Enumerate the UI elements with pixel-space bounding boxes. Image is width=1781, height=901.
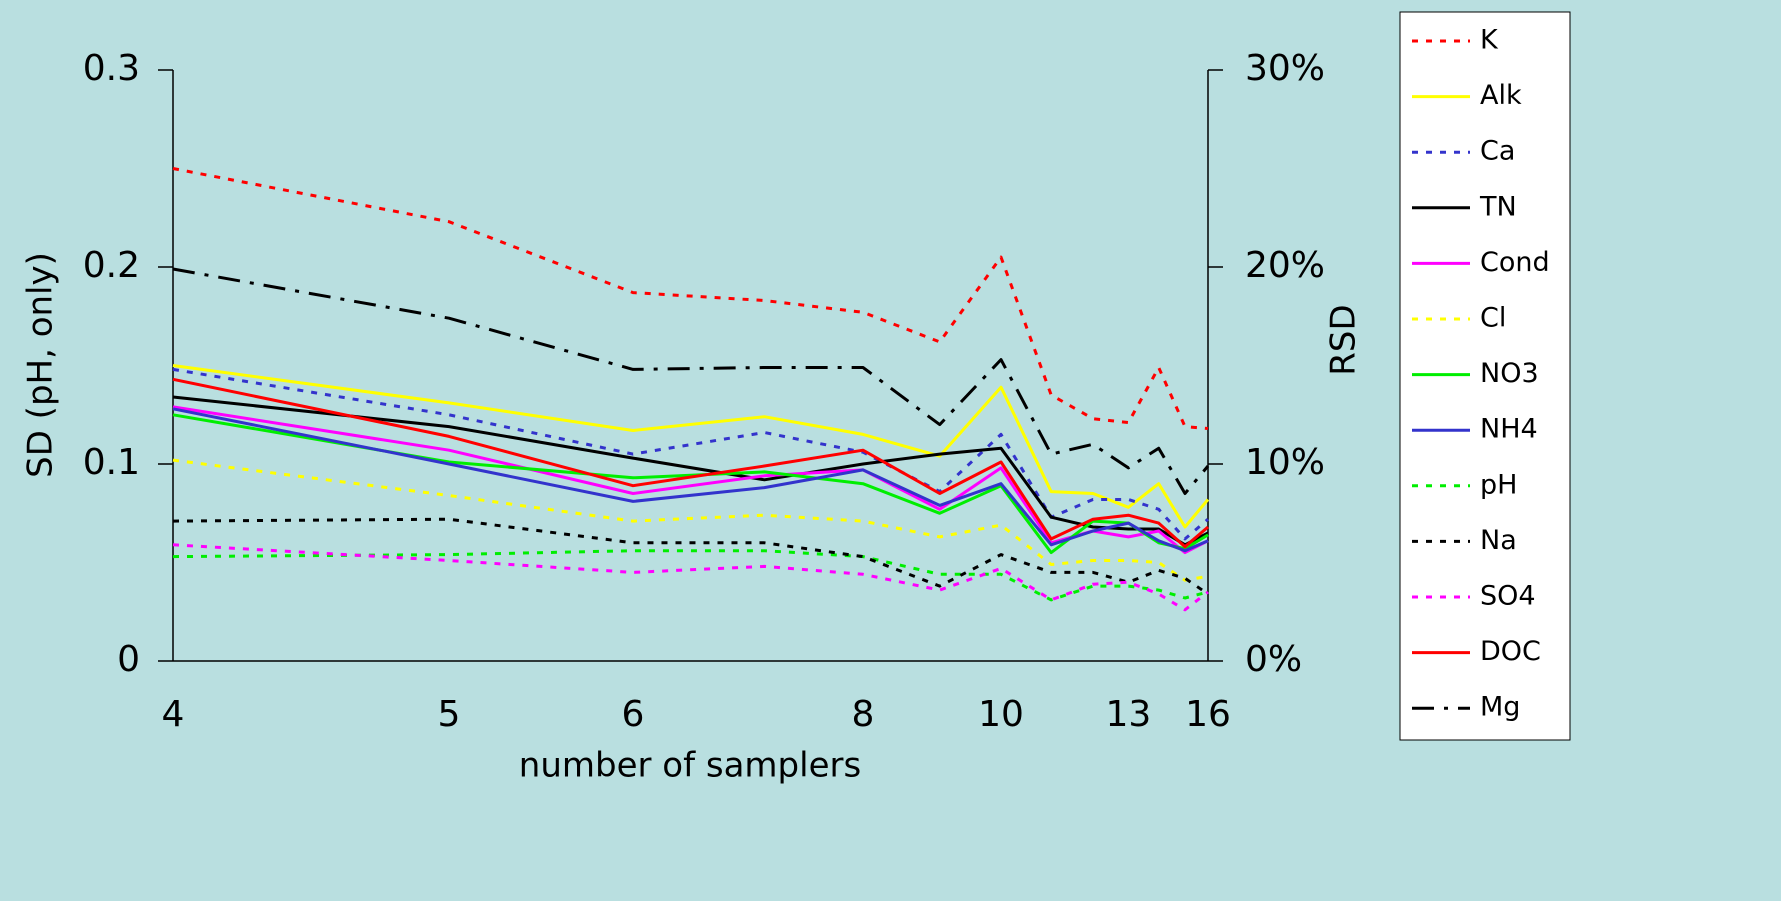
y2-tick-label: 0%: [1245, 639, 1302, 680]
legend-label: Cl: [1480, 303, 1506, 334]
y-tick-label: 0.2: [83, 245, 140, 286]
legend-label: Mg: [1480, 692, 1520, 723]
series-line: [172, 377, 1209, 549]
legend-label: K: [1480, 25, 1499, 56]
series-line: [172, 367, 1209, 541]
series-line: [172, 517, 1209, 596]
x-tick-label: 16: [1185, 694, 1231, 735]
legend-label: Ca: [1480, 136, 1515, 167]
y2-axis-label: RSD: [1324, 304, 1364, 375]
y2-tick-label: 10%: [1245, 442, 1325, 483]
legend-label: DOC: [1480, 636, 1541, 667]
series-line: [172, 395, 1209, 547]
x-tick-label: 6: [622, 694, 645, 735]
legend-label: pH: [1480, 469, 1517, 500]
y-axis-label: SD (pH, only): [21, 252, 61, 478]
y-tick-label: 0.3: [83, 48, 140, 89]
x-tick-label: 13: [1105, 694, 1151, 735]
legend-label: NO3: [1480, 358, 1539, 389]
legend-label: Cond: [1480, 247, 1550, 278]
legend-label: SO4: [1480, 581, 1536, 612]
series-line: [172, 405, 1209, 555]
series-line: [172, 167, 1209, 430]
legend-label: TN: [1479, 191, 1517, 222]
x-tick-label: 4: [162, 694, 185, 735]
legend-label: Na: [1480, 525, 1517, 556]
legend-label: Alk: [1480, 80, 1522, 111]
x-tick-label: 8: [852, 694, 875, 735]
x-tick-label: 5: [438, 694, 461, 735]
series-line: [172, 364, 1210, 529]
series-line: [172, 458, 1209, 582]
legend-label: NH4: [1480, 414, 1538, 445]
y-tick-label: 0: [117, 639, 140, 680]
x-tick-label: 10: [978, 694, 1024, 735]
series-line: [172, 267, 1210, 495]
y2-tick-label: 20%: [1245, 245, 1325, 286]
series-line: [172, 549, 1209, 602]
y2-tick-label: 30%: [1245, 48, 1325, 89]
y-tick-label: 0.1: [83, 442, 140, 483]
x-axis-label: number of samplers: [519, 746, 861, 786]
series-line: [172, 407, 1209, 553]
